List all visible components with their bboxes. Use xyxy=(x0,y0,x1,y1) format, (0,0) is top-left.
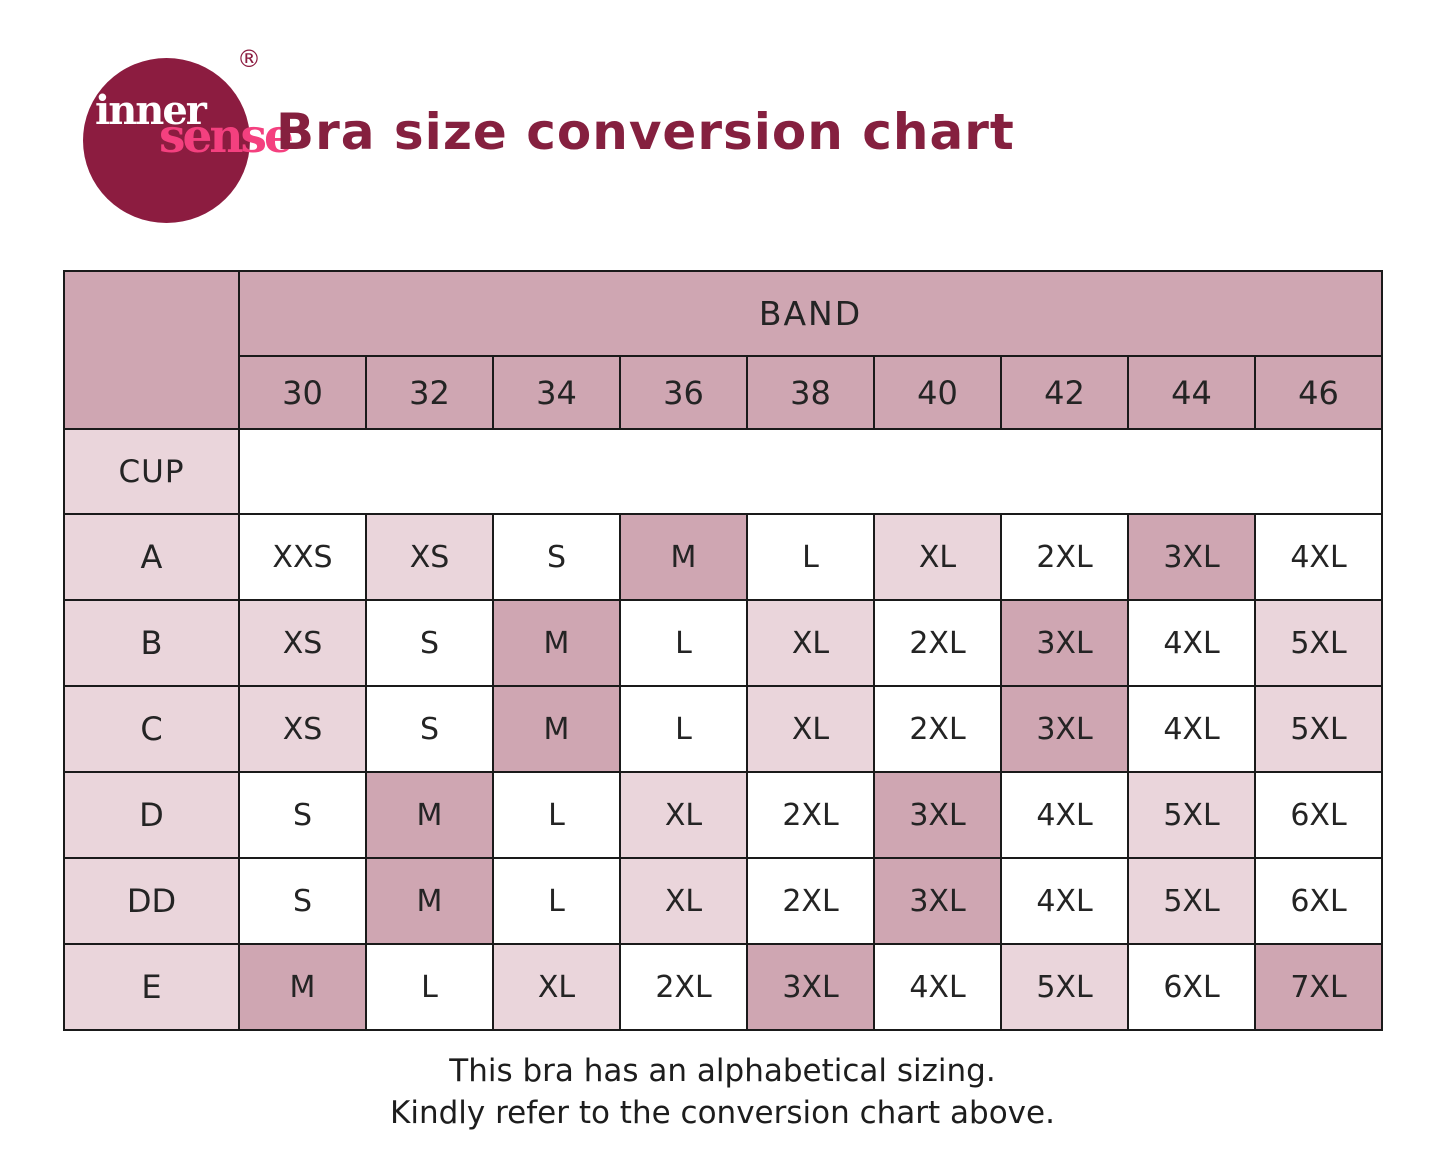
size-conversion-table: BAND 30 32 34 36 38 40 42 44 46 CUP A XX… xyxy=(63,270,1383,1031)
size-cell: 3XL xyxy=(1000,685,1129,773)
footer-note-line2: Kindly refer to the conversion chart abo… xyxy=(390,1095,1055,1131)
corner-cell xyxy=(63,270,240,430)
size-cell: M xyxy=(365,857,494,945)
size-cell: 3XL xyxy=(1127,513,1256,601)
size-cell: XS xyxy=(238,599,367,687)
size-cell: 7XL xyxy=(1254,943,1383,1031)
size-cell: S xyxy=(238,771,367,859)
size-cell: XS xyxy=(238,685,367,773)
size-cell: 5XL xyxy=(1000,943,1129,1031)
logo-word-sense: sense xyxy=(159,109,294,164)
size-cell: 3XL xyxy=(746,943,875,1031)
band-size-cell: 32 xyxy=(365,355,494,430)
cup-row-label: A xyxy=(63,513,240,601)
cup-row-label: E xyxy=(63,943,240,1031)
table-row-cup-c: C XS S M L XL 2XL 3XL 4XL 5XL xyxy=(63,685,1383,773)
band-size-cell: 38 xyxy=(746,355,875,430)
size-cell: XL xyxy=(873,513,1002,601)
size-cell: L xyxy=(492,857,621,945)
size-cell: 6XL xyxy=(1127,943,1256,1031)
size-cell: 4XL xyxy=(1000,857,1129,945)
size-cell: XL xyxy=(746,599,875,687)
size-cell: S xyxy=(492,513,621,601)
size-cell: L xyxy=(365,943,494,1031)
band-size-cell: 36 xyxy=(619,355,748,430)
size-cell: XS xyxy=(365,513,494,601)
footer-note-line1: This bra has an alphabetical sizing. xyxy=(449,1053,996,1089)
size-cell: S xyxy=(238,857,367,945)
band-size-cell: 40 xyxy=(873,355,1002,430)
table-row-cup-e: E M L XL 2XL 3XL 4XL 5XL 6XL 7XL xyxy=(63,943,1383,1031)
size-cell: 2XL xyxy=(746,771,875,859)
cup-header-empty-cell xyxy=(238,428,1383,515)
size-cell: 2XL xyxy=(1000,513,1129,601)
cup-row-label: C xyxy=(63,685,240,773)
size-cell: S xyxy=(365,599,494,687)
size-cell: 4XL xyxy=(1127,599,1256,687)
table-row-cup-d: D S M L XL 2XL 3XL 4XL 5XL 6XL xyxy=(63,771,1383,859)
registered-trademark-icon: ® xyxy=(237,45,261,73)
size-cell: L xyxy=(492,771,621,859)
size-cell: 4XL xyxy=(873,943,1002,1031)
size-cell: M xyxy=(619,513,748,601)
cup-row-label: D xyxy=(63,771,240,859)
size-cell: M xyxy=(492,685,621,773)
logo-word-inner: inner xyxy=(95,87,207,134)
size-cell: XL xyxy=(619,857,748,945)
size-cell: 6XL xyxy=(1254,857,1383,945)
cup-header-row: CUP xyxy=(63,428,1383,515)
footer-note: This bra has an alphabetical sizing. Kin… xyxy=(0,1050,1445,1134)
size-cell: M xyxy=(365,771,494,859)
table-row-cup-dd: DD S M L XL 2XL 3XL 4XL 5XL 6XL xyxy=(63,857,1383,945)
size-cell: 3XL xyxy=(873,771,1002,859)
size-cell: 2XL xyxy=(619,943,748,1031)
page-title: Bra size conversion chart xyxy=(276,103,1015,161)
size-cell: XL xyxy=(492,943,621,1031)
size-cell: 5XL xyxy=(1127,771,1256,859)
size-cell: L xyxy=(746,513,875,601)
size-cell: L xyxy=(619,685,748,773)
size-cell: M xyxy=(238,943,367,1031)
size-cell: XL xyxy=(619,771,748,859)
size-cell: 3XL xyxy=(1000,599,1129,687)
size-cell: 5XL xyxy=(1127,857,1256,945)
size-cell: 3XL xyxy=(873,857,1002,945)
size-cell: XL xyxy=(746,685,875,773)
logo-circle xyxy=(83,58,250,223)
band-size-cell: 44 xyxy=(1127,355,1256,430)
cup-group-header: CUP xyxy=(63,428,240,515)
band-size-cell: 30 xyxy=(238,355,367,430)
table-row-cup-b: B XS S M L XL 2XL 3XL 4XL 5XL xyxy=(63,599,1383,687)
size-cell: 2XL xyxy=(873,599,1002,687)
size-cell: XXS xyxy=(238,513,367,601)
size-cell: 4XL xyxy=(1254,513,1383,601)
size-cell: 6XL xyxy=(1254,771,1383,859)
band-group-header: BAND xyxy=(238,270,1383,357)
size-cell: 4XL xyxy=(1000,771,1129,859)
size-cell: L xyxy=(619,599,748,687)
table-row-cup-a: A XXS XS S M L XL 2XL 3XL 4XL xyxy=(63,513,1383,601)
band-sizes-row: 30 32 34 36 38 40 42 44 46 xyxy=(64,355,1383,430)
band-header-row: BAND xyxy=(63,270,1383,430)
size-cell: 5XL xyxy=(1254,599,1383,687)
size-cell: M xyxy=(492,599,621,687)
band-size-cell: 42 xyxy=(1000,355,1129,430)
cup-row-label: DD xyxy=(63,857,240,945)
size-cell: 5XL xyxy=(1254,685,1383,773)
band-size-cell: 46 xyxy=(1254,355,1383,430)
size-cell: 4XL xyxy=(1127,685,1256,773)
band-size-cell: 34 xyxy=(492,355,621,430)
cup-row-label: B xyxy=(63,599,240,687)
size-cell: 2XL xyxy=(873,685,1002,773)
size-cell: S xyxy=(365,685,494,773)
brand-logo: inner sense ® xyxy=(83,45,294,227)
size-cell: 2XL xyxy=(746,857,875,945)
